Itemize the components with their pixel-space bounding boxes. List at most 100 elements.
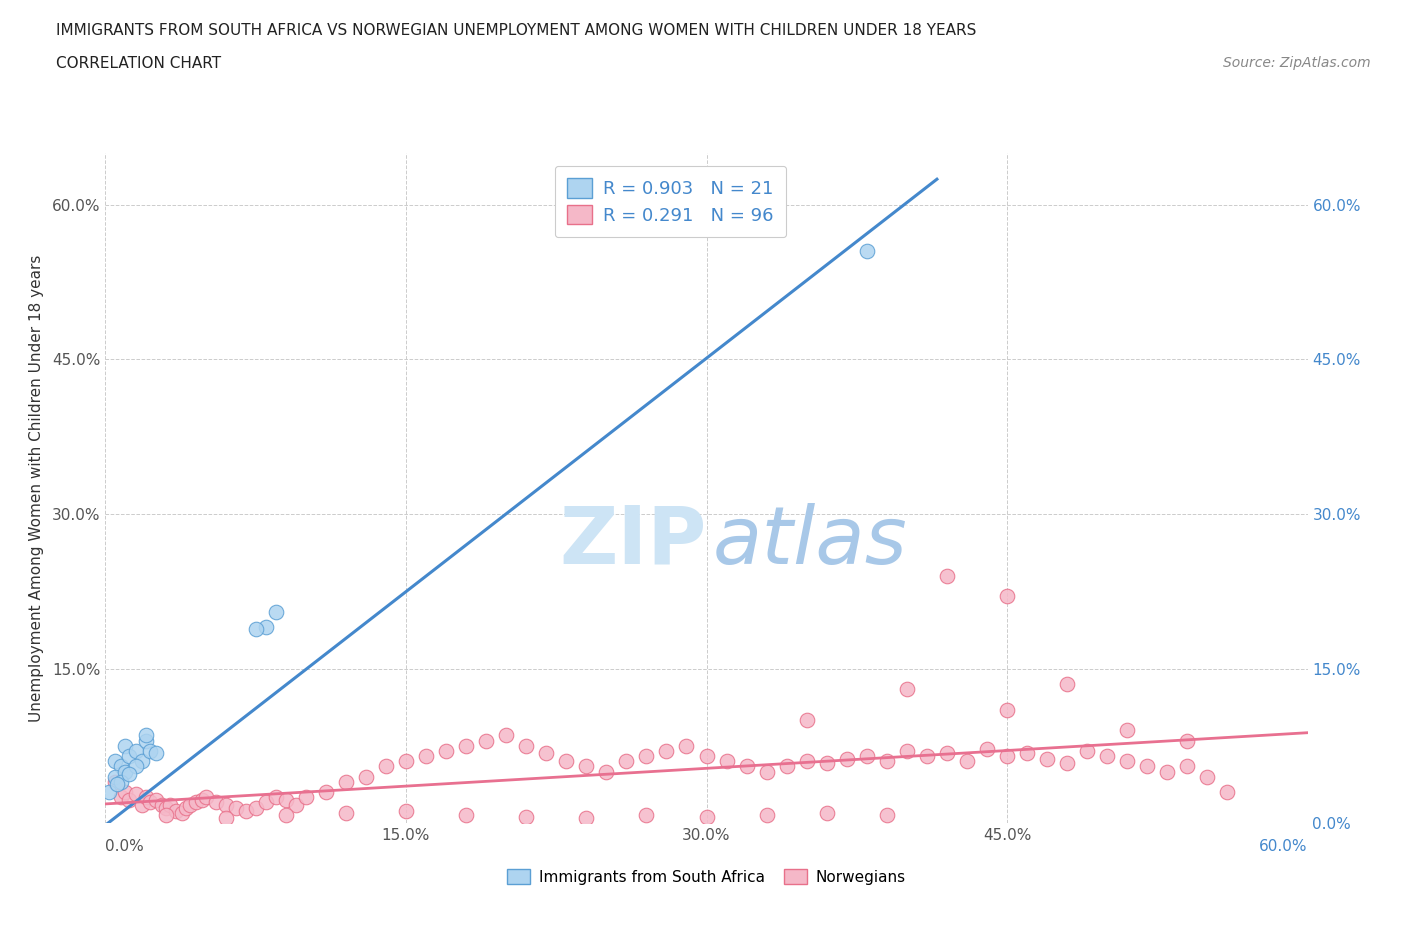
Point <box>135 790 157 804</box>
Point <box>264 604 287 619</box>
Point <box>138 743 160 758</box>
Point <box>354 769 377 784</box>
Point <box>696 749 718 764</box>
Point <box>796 754 818 769</box>
Point <box>696 809 718 824</box>
Point <box>515 738 537 753</box>
Point <box>114 785 136 800</box>
Point <box>735 759 758 774</box>
Point <box>1097 749 1119 764</box>
Point <box>675 738 697 753</box>
Point <box>495 728 517 743</box>
Point <box>335 805 357 820</box>
Point <box>107 777 129 791</box>
Point <box>159 797 181 812</box>
Point <box>170 805 193 820</box>
Point <box>204 795 226 810</box>
Point <box>835 751 858 766</box>
Point <box>131 797 153 812</box>
Legend: R = 0.903   N = 21, R = 0.291   N = 96: R = 0.903 N = 21, R = 0.291 N = 96 <box>554 166 786 237</box>
Point <box>636 749 658 764</box>
Point <box>534 746 557 761</box>
Point <box>936 568 959 583</box>
Point <box>124 759 146 774</box>
Point <box>1116 754 1139 769</box>
Point <box>174 800 197 815</box>
Point <box>395 754 418 769</box>
Point <box>194 790 217 804</box>
Y-axis label: Unemployment Among Women with Children Under 18 years: Unemployment Among Women with Children U… <box>28 255 44 722</box>
Point <box>995 589 1018 604</box>
Point <box>796 712 818 727</box>
Point <box>145 746 167 761</box>
Point <box>131 754 153 769</box>
Point <box>118 766 141 781</box>
Point <box>415 749 437 764</box>
Point <box>815 756 838 771</box>
Point <box>124 743 146 758</box>
Point <box>1177 733 1199 748</box>
Point <box>254 620 277 635</box>
Point <box>1136 759 1159 774</box>
Point <box>135 728 157 743</box>
Point <box>1116 723 1139 737</box>
Point <box>104 775 127 790</box>
Point <box>114 738 136 753</box>
Legend: Immigrants from South Africa, Norwegians: Immigrants from South Africa, Norwegians <box>501 863 912 891</box>
Text: atlas: atlas <box>713 503 907 581</box>
Point <box>515 809 537 824</box>
Point <box>118 749 141 764</box>
Point <box>976 741 998 756</box>
Point <box>1056 676 1078 691</box>
Text: ZIP: ZIP <box>560 503 707 581</box>
Point <box>245 622 267 637</box>
Point <box>1076 743 1098 758</box>
Point <box>295 790 318 804</box>
Point <box>995 702 1018 717</box>
Point <box>1056 756 1078 771</box>
Point <box>595 764 617 779</box>
Point <box>616 754 638 769</box>
Point <box>374 759 398 774</box>
Point <box>284 797 307 812</box>
Point <box>936 746 959 761</box>
Point <box>245 800 267 815</box>
Point <box>636 807 658 822</box>
Point <box>575 810 598 825</box>
Point <box>1216 785 1239 800</box>
Point <box>555 754 578 769</box>
Point <box>855 749 877 764</box>
Point <box>114 764 136 779</box>
Point <box>755 764 778 779</box>
Point <box>1017 746 1039 761</box>
Point <box>454 807 477 822</box>
Point <box>454 738 477 753</box>
Point <box>575 759 598 774</box>
Text: CORRELATION CHART: CORRELATION CHART <box>56 56 221 71</box>
Point <box>755 807 778 822</box>
Point <box>1197 769 1219 784</box>
Point <box>118 793 141 808</box>
Point <box>138 795 160 810</box>
Point <box>815 805 838 820</box>
Point <box>179 797 201 812</box>
Point <box>135 733 157 748</box>
Point <box>150 797 173 812</box>
Point <box>274 807 297 822</box>
Point <box>915 749 938 764</box>
Point <box>274 793 297 808</box>
Point <box>110 775 132 790</box>
Point <box>335 775 357 790</box>
Text: 0.0%: 0.0% <box>105 839 145 854</box>
Point <box>104 769 127 784</box>
Point <box>254 795 277 810</box>
Point <box>110 759 132 774</box>
Point <box>145 793 167 808</box>
Point <box>716 754 738 769</box>
Point <box>1156 764 1178 779</box>
Point <box>214 797 236 812</box>
Point <box>214 810 236 825</box>
Point <box>235 804 257 818</box>
Point <box>165 804 187 818</box>
Point <box>434 743 457 758</box>
